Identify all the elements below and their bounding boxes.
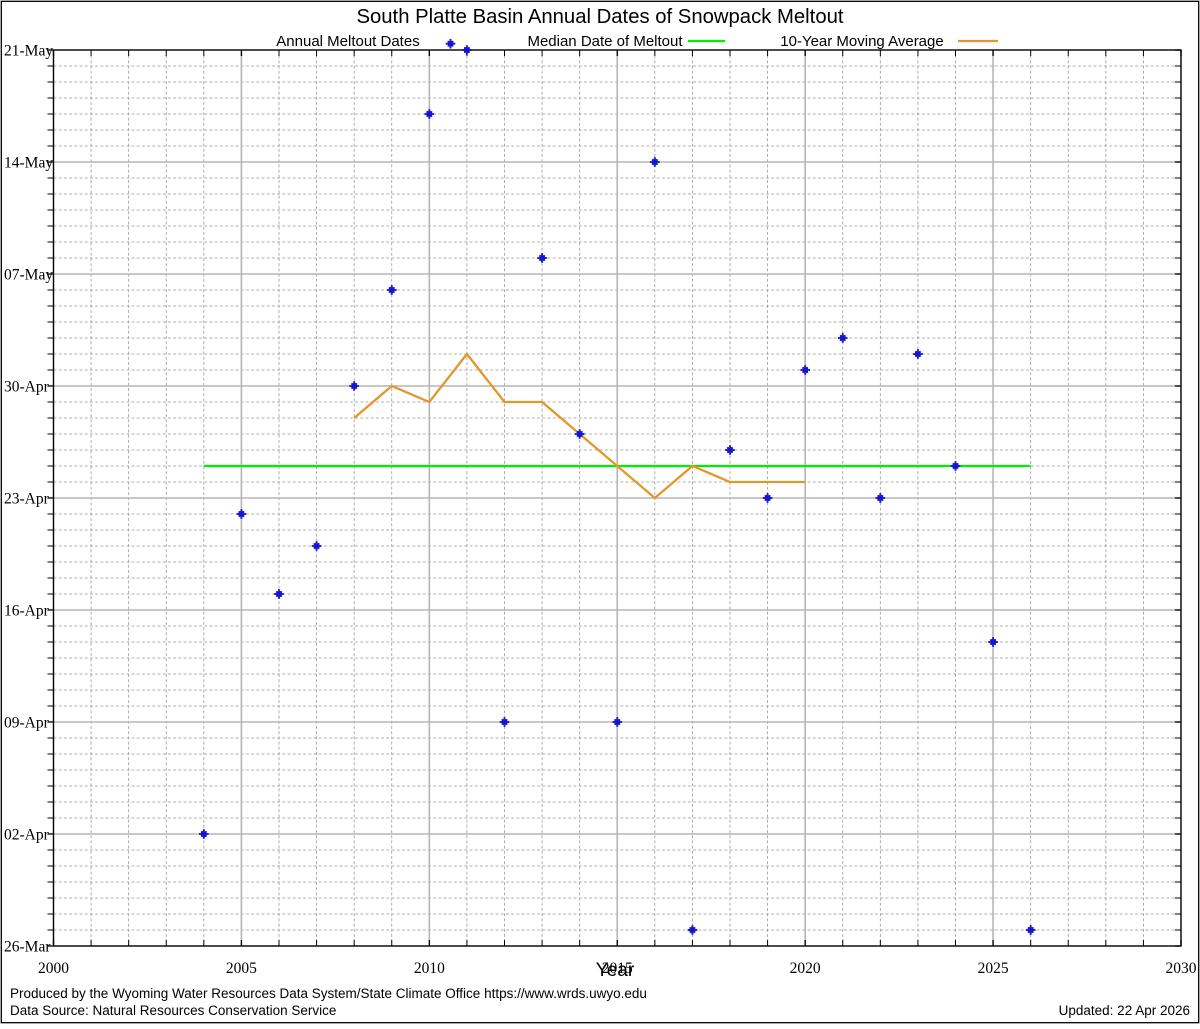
svg-text:Year: Year: [596, 960, 635, 981]
svg-text:Annual Meltout Dates: Annual Meltout Dates: [276, 33, 419, 50]
svg-text:2025: 2025: [978, 960, 1009, 977]
svg-text:30-Apr: 30-Apr: [4, 379, 50, 396]
svg-text:Produced by the Wyoming Water: Produced by the Wyoming Water Resources …: [10, 986, 647, 1001]
svg-text:14-May: 14-May: [4, 155, 53, 172]
svg-text:South Platte Basin Annual Date: South Platte Basin Annual Dates of Snowp…: [356, 6, 843, 28]
svg-text:Median Date of Meltout: Median Date of Meltout: [527, 33, 683, 50]
svg-text:07-May: 07-May: [4, 267, 53, 284]
svg-text:23-Apr: 23-Apr: [4, 491, 50, 508]
svg-text:21-May: 21-May: [4, 43, 53, 60]
svg-text:Data Source: Natural Resources: Data Source: Natural Resources Conservat…: [10, 1003, 336, 1018]
svg-text:2010: 2010: [414, 960, 445, 977]
svg-text:2020: 2020: [790, 960, 821, 977]
svg-text:26-Mar: 26-Mar: [4, 939, 51, 956]
svg-text:2000: 2000: [38, 960, 69, 977]
svg-text:2005: 2005: [226, 960, 257, 977]
svg-text:10-Year Moving Average: 10-Year Moving Average: [780, 33, 943, 50]
svg-text:Updated: 22 Apr 2026: Updated: 22 Apr 2026: [1059, 1003, 1190, 1018]
svg-text:02-Apr: 02-Apr: [4, 827, 50, 844]
svg-text:2030: 2030: [1166, 960, 1197, 977]
svg-text:16-Apr: 16-Apr: [4, 603, 50, 620]
svg-text:09-Apr: 09-Apr: [4, 715, 50, 732]
